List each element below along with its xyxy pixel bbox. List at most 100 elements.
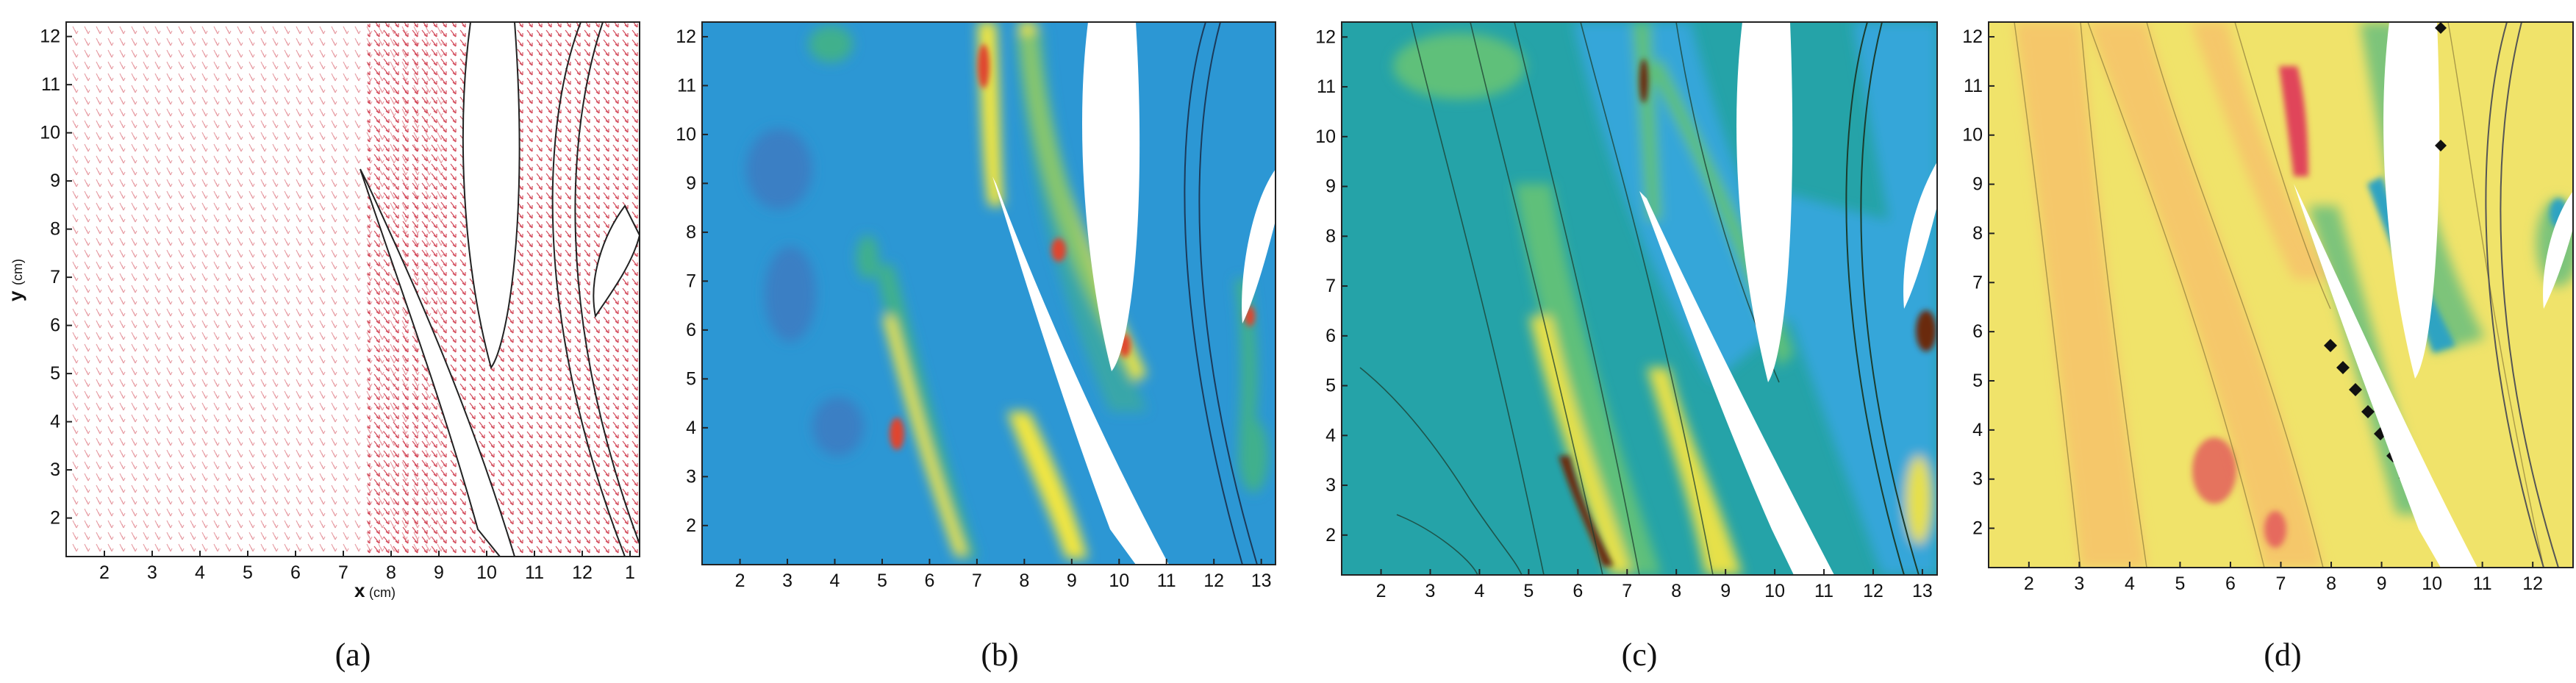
panel-d-marker bbox=[2324, 339, 2337, 352]
panel-c-peak-2 bbox=[1639, 59, 1648, 103]
panel-a-x-tick-label: 3 bbox=[147, 562, 157, 583]
panel-c-wake-1 bbox=[1514, 184, 1661, 575]
panel-b-peak-3 bbox=[1051, 238, 1066, 262]
panel-b-x-tick-label: 2 bbox=[735, 571, 745, 591]
panel-c-caption: (c) bbox=[1622, 637, 1658, 673]
panel-a-blade-1 bbox=[359, 168, 516, 557]
panel-c-x-tick-label: 2 bbox=[1376, 581, 1387, 601]
panel-a-y-tick-label: 11 bbox=[41, 74, 60, 95]
panel-d-peak-3 bbox=[2264, 511, 2286, 548]
panel-a-y-ticks: 2 3 4 5 6 7 8 9 10 11 12 bbox=[40, 26, 72, 529]
panel-c-wake-3 bbox=[1647, 368, 1742, 575]
panel-c-x-tick-label: 5 bbox=[1523, 581, 1534, 601]
panel-d-band-1 bbox=[2014, 22, 2147, 568]
panel-c-y-tick-label: 3 bbox=[1325, 475, 1336, 496]
panel-d-x-tick-label: 9 bbox=[2377, 573, 2387, 594]
panel-c-shroud-arc-1 bbox=[1845, 22, 1905, 575]
panel-b-x-tick-label: 10 bbox=[1109, 571, 1129, 591]
panel-b-y-tick-label: 6 bbox=[686, 320, 696, 340]
panel-c-wake-2 bbox=[1632, 22, 1661, 221]
panel-d-x-tick-label: 11 bbox=[2473, 573, 2492, 594]
panel-c-mid-region-1 bbox=[1393, 33, 1525, 99]
panel-d-x-tick-label: 6 bbox=[2225, 573, 2236, 594]
panel-b-x-tick-label: 3 bbox=[782, 571, 793, 591]
panel-c-y-tick-label: 5 bbox=[1325, 376, 1336, 396]
panel-b-x-tick-label: 11 bbox=[1157, 571, 1176, 591]
panel-d-marker-1 bbox=[2435, 22, 2447, 34]
panel-b-low-region-2 bbox=[765, 246, 816, 342]
panel-b-peak-1 bbox=[890, 418, 904, 450]
panel-a-x-tick-label: 11 bbox=[525, 562, 544, 583]
panel-c-blade-2 bbox=[1736, 22, 1793, 382]
panel-c-x-tick-label: 8 bbox=[1671, 581, 1681, 601]
panel-c-blade-3 bbox=[1903, 162, 1937, 309]
panel-d-x-tick-label: 10 bbox=[2422, 573, 2442, 594]
panel-c-y-tick-label: 8 bbox=[1325, 226, 1336, 246]
panel-a-x-tick-label: 7 bbox=[338, 562, 348, 583]
panel-b-x-ticks: 2 3 4 5 6 7 8 9 10 11 12 13 bbox=[735, 559, 1272, 591]
panel-b-x-tick-label: 9 bbox=[1067, 571, 1077, 591]
panel-a-yunit: (cm) bbox=[10, 259, 25, 285]
panel-b-caption: (b) bbox=[981, 637, 1018, 673]
panel-a-y-tick-label: 8 bbox=[50, 219, 60, 240]
panel-b-wake-3-outer bbox=[1015, 29, 1147, 412]
panel-b-wake-4 bbox=[1007, 412, 1088, 559]
panel-a-ylabel: y bbox=[4, 290, 26, 301]
panel-c-x-tick-label: 11 bbox=[1814, 581, 1833, 601]
panel-b-peak-2 bbox=[978, 44, 990, 88]
panel-c-x-tick-label: 9 bbox=[1720, 581, 1731, 601]
panel-d-marker bbox=[2336, 361, 2350, 374]
panel-b-y-tick-label: 11 bbox=[677, 75, 696, 96]
panel-c-y-tick-label: 12 bbox=[1315, 26, 1336, 47]
panel-d-y-tick-label: 6 bbox=[1972, 321, 1983, 342]
panel-c-contour-lines bbox=[1359, 22, 1780, 575]
panel-c-x-tick-label: 4 bbox=[1474, 581, 1484, 601]
panel-a-shroud-arc-2 bbox=[574, 22, 640, 545]
panel-c-y-tick-label: 11 bbox=[1317, 76, 1336, 97]
panel-d-x-tick-label: 3 bbox=[2074, 573, 2084, 594]
panel-c-y-tick-label: 9 bbox=[1325, 176, 1336, 197]
panel-b-low-region-1 bbox=[746, 129, 812, 210]
panel-c: 2 3 4 5 6 7 8 9 10 11 12 13 2 3 4 5 6 7 8 9 10 11 12 (c) bbox=[1315, 21, 1938, 673]
panel-b-low-region-3 bbox=[812, 397, 864, 456]
panel-b-x-tick-label: 4 bbox=[830, 571, 840, 591]
panel-b-y-tick-label: 12 bbox=[676, 26, 696, 47]
panel-b-y-tick-label: 2 bbox=[686, 515, 696, 536]
panel-c-blade-1 bbox=[1639, 191, 1834, 575]
panel-b-x-tick-label: 7 bbox=[972, 571, 982, 591]
panel-d-y-tick-label: 3 bbox=[1972, 469, 1983, 490]
panel-a-x-tick-label: 8 bbox=[386, 562, 396, 583]
panel-d-y-tick-label: 5 bbox=[1972, 371, 1983, 391]
panel-d-x-ticks: 2 3 4 5 6 7 8 9 10 11 12 bbox=[2024, 562, 2543, 594]
panel-a-y-tick-label: 5 bbox=[50, 363, 60, 384]
panel-d-caption: (d) bbox=[2264, 637, 2301, 673]
panel-d-band-3 bbox=[2191, 22, 2330, 279]
panel-a-frame bbox=[65, 21, 640, 557]
panel-b-shroud-arc-1 bbox=[1184, 22, 1243, 565]
panel-a-x-ticks: 2 3 4 5 6 7 8 9 10 11 12 1 bbox=[99, 551, 635, 583]
panel-c-x-ticks: 2 3 4 5 6 7 8 9 10 11 12 13 bbox=[1376, 569, 1933, 601]
panel-a-x-tick-label: 6 bbox=[290, 562, 301, 583]
panel-a-x-tick-label: 10 bbox=[476, 562, 497, 583]
panel-b-y-tick-label: 7 bbox=[686, 271, 696, 291]
panel-d-y-tick-label: 7 bbox=[1972, 272, 1983, 293]
panel-c-y-tick-label: 7 bbox=[1325, 276, 1336, 296]
panel-b-y-tick-label: 9 bbox=[686, 173, 696, 193]
panel-a-y-tick-label: 2 bbox=[50, 508, 60, 529]
panel-b-blade-3 bbox=[1242, 169, 1276, 323]
panel-d-y-tick-label: 9 bbox=[1972, 174, 1983, 195]
panel-a-x-tick-label: 2 bbox=[99, 562, 110, 583]
panel-c-peak-1 bbox=[1559, 456, 1614, 566]
panel-d-y-tick-label: 8 bbox=[1972, 223, 1983, 243]
panel-d-marker-2 bbox=[2435, 140, 2447, 151]
panel-c-edge-region bbox=[1906, 456, 1932, 544]
panel-d-blade-3 bbox=[2543, 191, 2573, 309]
panel-b-x-tick-label: 5 bbox=[877, 571, 887, 591]
panel-d-blade-2 bbox=[2383, 22, 2440, 379]
panel-b-x-tick-label: 8 bbox=[1019, 571, 1029, 591]
panel-d-contour-lines bbox=[2014, 22, 2544, 568]
panel-b-x-tick-label: 13 bbox=[1251, 571, 1272, 591]
panel-d-peak-1 bbox=[2279, 66, 2308, 176]
panel-b-blade-2 bbox=[1081, 22, 1140, 371]
